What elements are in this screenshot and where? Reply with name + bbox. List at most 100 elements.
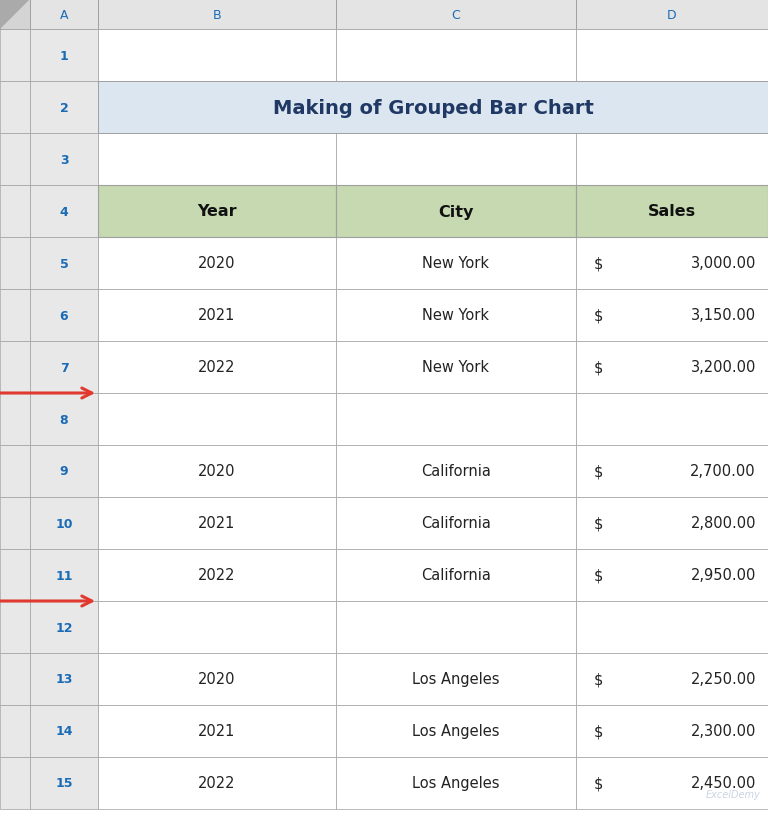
Bar bbox=[336, 134, 576, 186]
Bar bbox=[98, 497, 336, 549]
Bar bbox=[336, 497, 576, 549]
Bar bbox=[0, 82, 30, 134]
Bar bbox=[0, 186, 30, 237]
Text: Making of Grouped Bar Chart: Making of Grouped Bar Chart bbox=[273, 98, 594, 117]
Bar bbox=[576, 549, 768, 601]
Bar bbox=[98, 289, 336, 342]
Text: 2,700.00: 2,700.00 bbox=[690, 464, 756, 479]
Bar bbox=[30, 0, 98, 30]
Text: D: D bbox=[667, 8, 677, 22]
Text: 2021: 2021 bbox=[198, 516, 236, 531]
Bar bbox=[98, 342, 336, 394]
Text: 6: 6 bbox=[60, 309, 68, 322]
Text: $: $ bbox=[594, 464, 604, 479]
Bar bbox=[576, 705, 768, 757]
Bar bbox=[336, 289, 576, 342]
Bar bbox=[0, 601, 30, 653]
Bar bbox=[576, 653, 768, 705]
Text: 2,450.00: 2,450.00 bbox=[690, 776, 756, 791]
Bar bbox=[98, 394, 336, 446]
Bar bbox=[98, 446, 336, 497]
Text: New York: New York bbox=[422, 256, 489, 271]
Text: 13: 13 bbox=[55, 672, 73, 686]
Bar bbox=[30, 237, 98, 289]
Text: 2020: 2020 bbox=[198, 464, 236, 479]
Bar bbox=[98, 757, 336, 809]
Bar bbox=[98, 0, 336, 30]
Bar bbox=[336, 186, 576, 237]
Bar bbox=[98, 82, 336, 134]
Text: 2020: 2020 bbox=[198, 672, 236, 686]
Bar bbox=[336, 30, 576, 82]
Bar bbox=[576, 82, 768, 134]
Polygon shape bbox=[0, 0, 30, 30]
Bar bbox=[576, 497, 768, 549]
Text: 2,250.00: 2,250.00 bbox=[690, 672, 756, 686]
Text: Sales: Sales bbox=[648, 204, 696, 219]
Bar bbox=[576, 30, 768, 82]
Bar bbox=[98, 134, 336, 186]
Text: 5: 5 bbox=[60, 257, 68, 270]
Bar bbox=[0, 549, 30, 601]
Bar bbox=[576, 289, 768, 342]
Text: $: $ bbox=[594, 568, 604, 583]
Text: $: $ bbox=[594, 776, 604, 791]
Bar bbox=[0, 342, 30, 394]
Text: 2,950.00: 2,950.00 bbox=[690, 568, 756, 583]
Bar bbox=[30, 342, 98, 394]
Bar bbox=[336, 237, 576, 289]
Bar bbox=[30, 549, 98, 601]
Bar bbox=[98, 30, 336, 82]
Text: 14: 14 bbox=[55, 724, 73, 738]
Text: Los Angeles: Los Angeles bbox=[412, 724, 500, 739]
Text: New York: New York bbox=[422, 308, 489, 323]
Bar bbox=[0, 289, 30, 342]
Text: California: California bbox=[421, 464, 491, 479]
Text: Los Angeles: Los Angeles bbox=[412, 776, 500, 791]
Bar bbox=[98, 82, 768, 134]
Text: 2: 2 bbox=[60, 102, 68, 114]
Text: 11: 11 bbox=[55, 569, 73, 582]
Bar bbox=[30, 82, 98, 134]
Bar bbox=[576, 342, 768, 394]
Bar bbox=[576, 0, 768, 30]
Text: 2021: 2021 bbox=[198, 724, 236, 739]
Text: 9: 9 bbox=[60, 465, 68, 478]
Bar bbox=[30, 497, 98, 549]
Text: 10: 10 bbox=[55, 517, 73, 530]
Bar bbox=[98, 186, 336, 237]
Text: 3,000.00: 3,000.00 bbox=[690, 256, 756, 271]
Text: 3,200.00: 3,200.00 bbox=[690, 360, 756, 375]
Bar bbox=[336, 186, 576, 237]
Text: $: $ bbox=[594, 724, 604, 739]
Bar bbox=[30, 705, 98, 757]
Text: A: A bbox=[60, 8, 68, 22]
Bar bbox=[0, 0, 30, 30]
Bar bbox=[576, 394, 768, 446]
Bar bbox=[336, 394, 576, 446]
Bar bbox=[30, 186, 98, 237]
Text: 2022: 2022 bbox=[198, 360, 236, 375]
Bar bbox=[30, 601, 98, 653]
Bar bbox=[576, 601, 768, 653]
Text: ExcelDemy: ExcelDemy bbox=[705, 789, 760, 799]
Text: C: C bbox=[452, 8, 460, 22]
Text: 1: 1 bbox=[60, 50, 68, 62]
Text: 2,300.00: 2,300.00 bbox=[690, 724, 756, 739]
Bar bbox=[336, 342, 576, 394]
Text: City: City bbox=[439, 204, 474, 219]
Text: 2,800.00: 2,800.00 bbox=[690, 516, 756, 531]
Text: 7: 7 bbox=[60, 361, 68, 374]
Bar bbox=[0, 653, 30, 705]
Text: 3: 3 bbox=[60, 153, 68, 166]
Bar bbox=[0, 134, 30, 186]
Bar bbox=[98, 705, 336, 757]
Text: 2022: 2022 bbox=[198, 776, 236, 791]
Text: 8: 8 bbox=[60, 413, 68, 426]
Text: 3,150.00: 3,150.00 bbox=[691, 308, 756, 323]
Bar bbox=[336, 705, 576, 757]
Text: California: California bbox=[421, 516, 491, 531]
Bar bbox=[336, 757, 576, 809]
Bar bbox=[30, 757, 98, 809]
Bar bbox=[0, 30, 30, 82]
